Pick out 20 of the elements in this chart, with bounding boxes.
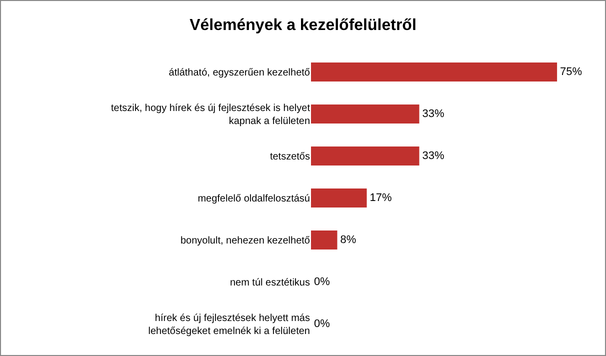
data-label: 0% xyxy=(314,276,330,288)
y-tick-label: nem túl esztétikus xyxy=(230,278,310,288)
y-tick-label: tetszetős xyxy=(270,152,310,162)
data-label: 75% xyxy=(560,66,582,78)
bar xyxy=(311,104,420,124)
y-tick-label: tetszik, hogy hírek és új fejlesztések is helyet kapnak a felületen xyxy=(111,103,310,127)
data-label: 33% xyxy=(422,108,444,120)
data-label: 0% xyxy=(314,318,330,330)
y-tick-label: megfelelő oldalfelosztású xyxy=(198,194,310,204)
data-label: 33% xyxy=(422,150,444,162)
data-label: 17% xyxy=(370,192,392,204)
y-tick-label: átlátható, egyszerűen kezelhető xyxy=(168,68,310,78)
y-tick-label: hírek és új fejlesztések helyett más lehetőségeket emelnék ki a felületen xyxy=(148,313,310,337)
bar xyxy=(311,146,420,166)
bar xyxy=(311,62,558,82)
data-label: 8% xyxy=(340,234,356,246)
bar xyxy=(311,230,338,250)
bar xyxy=(311,188,367,208)
y-tick-label: bonyolult, nehezen kezelhető xyxy=(180,236,310,246)
chart-title: Vélemények a kezelőfelületről xyxy=(190,16,416,34)
